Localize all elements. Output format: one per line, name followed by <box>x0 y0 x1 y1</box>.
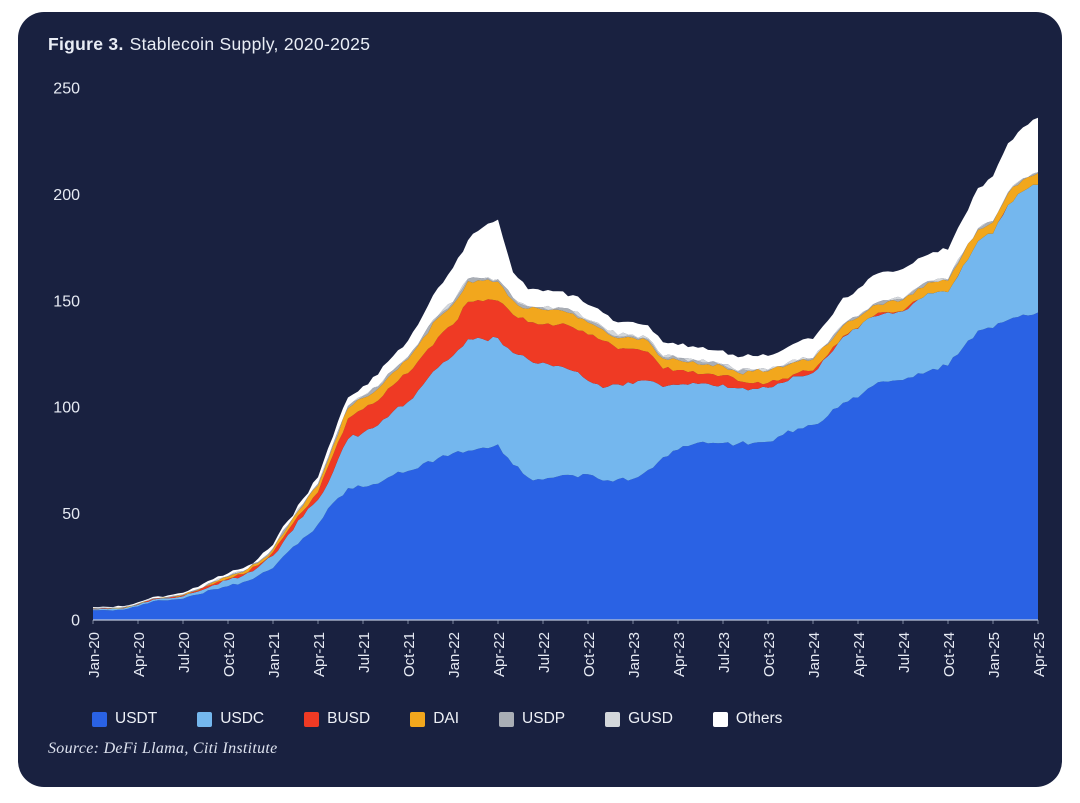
legend-label-usdp: USDP <box>522 710 566 727</box>
area-usdt <box>93 312 1038 620</box>
legend-swatch-gusd <box>605 711 621 727</box>
legend-label-gusd: GUSD <box>628 710 673 727</box>
x-axis-label-oct-21: Oct-21 <box>401 632 418 677</box>
x-axis-label-oct-23: Oct-23 <box>761 632 778 677</box>
figure-title: Figure 3. Stablecoin Supply, 2020-2025 <box>48 34 370 55</box>
x-axis-label-apr-20: Apr-20 <box>131 632 148 677</box>
area-usdc <box>93 184 1038 611</box>
legend-swatch-usdp <box>499 711 515 727</box>
legend-swatch-others <box>712 711 728 727</box>
chart-area: 0 50 100 150 200 250 Jan-20 Apr-20 Jul-20 Oct-20 J… <box>30 70 1050 695</box>
x-axis-label-apr-23: Apr-23 <box>671 632 688 677</box>
legend-swatch-usdc <box>197 711 213 727</box>
x-axis-label-jan-22: Jan-22 <box>446 632 463 678</box>
x-axis-label-apr-25: Apr-25 <box>1031 632 1048 677</box>
legend-item-dai: DAI <box>410 710 459 728</box>
x-axis-label-jul-20: Jul-20 <box>176 632 193 673</box>
legend-item-others: Others <box>712 710 783 728</box>
legend-item-usdp: USDP <box>499 710 565 728</box>
legend-label-usdt: USDT <box>115 710 158 727</box>
y-axis-label-0: 0 <box>71 613 80 630</box>
x-axis-label-jan-21: Jan-21 <box>266 632 283 678</box>
x-axis-label-oct-22: Oct-22 <box>581 632 598 677</box>
legend-swatch-busd <box>304 711 320 727</box>
legend-swatch-dai <box>410 711 426 727</box>
x-axis-label-jul-23: Jul-23 <box>716 632 733 673</box>
x-axis-label-apr-22: Apr-22 <box>491 632 508 677</box>
x-axis-label-jul-21: Jul-21 <box>356 632 373 673</box>
x-axis-label-apr-24: Apr-24 <box>851 632 868 677</box>
y-axis-label-200: 200 <box>53 187 80 204</box>
y-axis-label-100: 100 <box>53 400 80 417</box>
stablecoin-supply-chart: 0 50 100 150 200 250 Jan-20 Apr-20 Jul-20 Oct-20 J… <box>53 81 1048 678</box>
legend-label-dai: DAI <box>433 710 460 727</box>
figure-label: Figure 3. <box>48 34 124 54</box>
legend-label-others: Others <box>735 710 783 727</box>
legend-item-gusd: GUSD <box>605 710 673 728</box>
x-axis-label-jul-24: Jul-24 <box>896 632 913 673</box>
x-axis-label-jan-23: Jan-23 <box>626 632 643 678</box>
legend-item-usdt: USDT <box>92 710 157 728</box>
chart-legend: USDT USDC BUSD DAI USDP GUSD Others <box>92 710 782 728</box>
source-caption: Source: DeFi Llama, Citi Institute <box>48 740 278 757</box>
figure-title-text: Stablecoin Supply, 2020-2025 <box>129 34 371 54</box>
x-axis-label-jan-25: Jan-25 <box>986 632 1003 678</box>
x-axis-label-jan-24: Jan-24 <box>806 632 823 678</box>
legend-swatch-usdt <box>92 711 107 727</box>
x-axis-label-oct-20: Oct-20 <box>221 632 238 677</box>
y-axis-label-150: 150 <box>53 293 80 310</box>
legend-label-usdc: USDC <box>220 710 265 727</box>
figure-card: Figure 3. Stablecoin Supply, 2020-2025 0 5… <box>18 12 1062 787</box>
x-axis-label-oct-24: Oct-24 <box>941 632 958 677</box>
y-axis-label-250: 250 <box>53 81 80 98</box>
x-axis-label-jul-22: Jul-22 <box>536 632 553 673</box>
legend-item-busd: BUSD <box>304 710 370 728</box>
x-axis-label-jan-20: Jan-20 <box>86 632 103 678</box>
legend-item-usdc: USDC <box>197 710 264 728</box>
x-axis-label-apr-21: Apr-21 <box>311 632 328 677</box>
y-axis-label-50: 50 <box>62 506 80 523</box>
legend-label-busd: BUSD <box>327 710 371 727</box>
